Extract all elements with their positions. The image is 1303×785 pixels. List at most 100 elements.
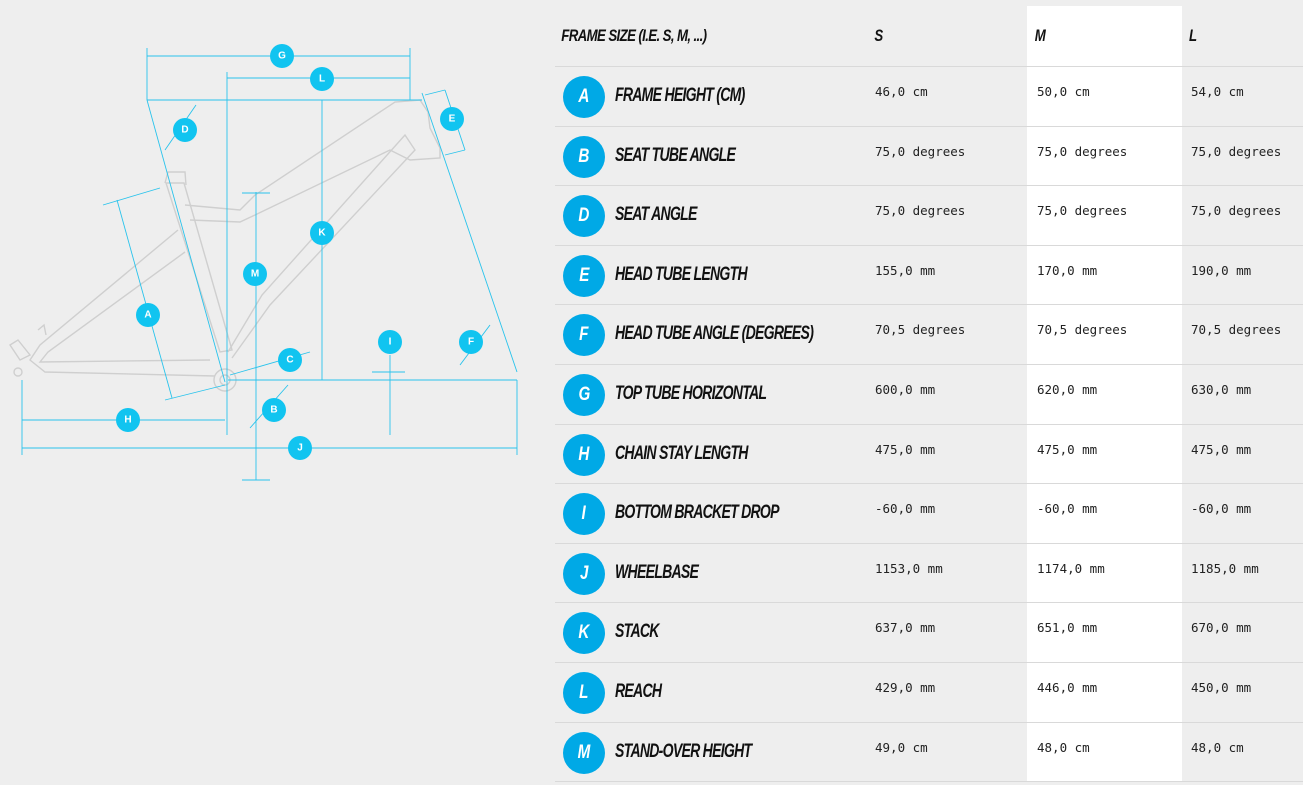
table-row: H CHAIN STAY LENGTH 475,0 mm 475,0 mm 475,0 … xyxy=(555,424,1303,485)
value-size-l: 670,0 mm xyxy=(1182,602,1303,663)
value-size-m: 1174,0 mm xyxy=(1027,543,1182,604)
dimension-badge: L xyxy=(563,671,605,714)
bike-frame-outline xyxy=(9,99,441,392)
value-text: 600,0 mm xyxy=(875,381,936,397)
measurement-label: WHEELBASE xyxy=(615,561,699,583)
marker-e: E xyxy=(440,107,464,131)
row-label-cell: L REACH xyxy=(555,662,872,723)
value-text: 670,0 mm xyxy=(1191,620,1252,636)
svg-text:G: G xyxy=(278,51,286,62)
value-text: 75,0 degrees xyxy=(1191,203,1282,219)
value-text: 70,5 degrees xyxy=(1037,322,1128,338)
value-size-m: 75,0 degrees xyxy=(1027,126,1182,187)
value-size-m: 170,0 mm xyxy=(1027,245,1182,306)
value-text: 75,0 degrees xyxy=(875,203,966,219)
dimension-badge: B xyxy=(563,135,605,178)
value-text: 49,0 cm xyxy=(875,739,928,755)
value-size-l: 450,0 mm xyxy=(1182,662,1303,723)
value-text: 637,0 mm xyxy=(875,620,936,636)
value-text: 475,0 mm xyxy=(875,441,936,457)
dimension-badge: H xyxy=(563,433,605,476)
frame-size-header: FRAME SIZE (I.E. S, M, ...) xyxy=(555,6,872,67)
svg-text:B: B xyxy=(270,405,277,416)
value-size-l: 70,5 degrees xyxy=(1182,304,1303,365)
row-label-cell: K STACK xyxy=(555,602,872,663)
table-row: K STACK 637,0 mm 651,0 mm 670,0 mm xyxy=(555,602,1303,663)
dimension-badge: J xyxy=(563,552,605,595)
value-text: 170,0 mm xyxy=(1037,262,1098,278)
measurement-label: CHAIN STAY LENGTH xyxy=(615,442,748,464)
size-m-header: M xyxy=(1027,6,1182,67)
value-size-s: 70,5 degrees xyxy=(872,304,1027,365)
table-row: I BOTTOM BRACKET DROP -60,0 mm -60,0 mm -60,… xyxy=(555,483,1303,544)
measurement-label: SEAT TUBE ANGLE xyxy=(615,144,736,166)
row-label-cell: D SEAT ANGLE xyxy=(555,185,872,246)
value-size-l: 75,0 degrees xyxy=(1182,185,1303,246)
value-text: 75,0 degrees xyxy=(875,143,966,159)
measurement-label: STACK xyxy=(615,621,659,643)
row-label-cell: I BOTTOM BRACKET DROP xyxy=(555,483,872,544)
value-text: 429,0 mm xyxy=(875,679,936,695)
value-text: 651,0 mm xyxy=(1037,620,1098,636)
value-size-m: 48,0 cm xyxy=(1027,722,1182,783)
value-size-m: 75,0 degrees xyxy=(1027,185,1182,246)
row-label-wrap: E HEAD TUBE LENGTH xyxy=(555,246,872,304)
value-size-s: 155,0 mm xyxy=(872,245,1027,306)
frame-geometry-diagram: G L D E K M A I F C B H J xyxy=(9,44,518,481)
value-size-l: 75,0 degrees xyxy=(1182,126,1303,187)
svg-text:K: K xyxy=(318,228,326,239)
row-label-wrap: D SEAT ANGLE xyxy=(555,186,872,244)
value-text: 48,0 cm xyxy=(1191,739,1244,755)
value-size-s: 600,0 mm xyxy=(872,364,1027,425)
row-label-cell: G TOP TUBE HORIZONTAL xyxy=(555,364,872,425)
value-text: 190,0 mm xyxy=(1191,262,1252,278)
table-row: A FRAME HEIGHT (CM) 46,0 cm 50,0 cm 54,0 cm xyxy=(555,66,1303,127)
value-size-s: 429,0 mm xyxy=(872,662,1027,723)
measurement-label: STAND-OVER HEIGHT xyxy=(615,740,752,762)
row-label-wrap: L REACH xyxy=(555,663,872,721)
size-s-label: S xyxy=(874,26,883,45)
value-size-l: 630,0 mm xyxy=(1182,364,1303,425)
table-row: D SEAT ANGLE 75,0 degrees 75,0 degrees 75,0 … xyxy=(555,185,1303,246)
row-label-wrap: F HEAD TUBE ANGLE (DEGREES) xyxy=(555,305,872,363)
value-text: 450,0 mm xyxy=(1191,679,1252,695)
row-label-cell: B SEAT TUBE ANGLE xyxy=(555,126,872,187)
row-label-wrap: J WHEELBASE xyxy=(555,544,872,602)
table-row: G TOP TUBE HORIZONTAL 600,0 mm 620,0 mm 630,… xyxy=(555,364,1303,425)
value-text: 475,0 mm xyxy=(1191,441,1252,457)
row-label-cell: J WHEELBASE xyxy=(555,543,872,604)
dimension-badge: I xyxy=(563,493,605,536)
value-text: 48,0 cm xyxy=(1037,739,1090,755)
svg-text:H: H xyxy=(124,415,131,426)
table-row: L REACH 429,0 mm 446,0 mm 450,0 mm xyxy=(555,662,1303,723)
dimension-badge: D xyxy=(563,195,605,238)
table-row: B SEAT TUBE ANGLE 75,0 degrees 75,0 degrees… xyxy=(555,126,1303,187)
table-row: E HEAD TUBE LENGTH 155,0 mm 170,0 mm 190,0 m… xyxy=(555,245,1303,306)
row-label-cell: H CHAIN STAY LENGTH xyxy=(555,424,872,485)
value-text: -60,0 mm xyxy=(1191,501,1252,517)
value-text: 50,0 cm xyxy=(1037,84,1090,99)
value-size-s: 49,0 cm xyxy=(872,722,1027,783)
row-label-cell: M STAND-OVER HEIGHT xyxy=(555,722,872,783)
value-text: 70,5 degrees xyxy=(875,322,966,338)
geometry-table: FRAME SIZE (I.E. S, M, ...) S M L A FRAME… xyxy=(555,6,1303,783)
value-size-s: -60,0 mm xyxy=(872,483,1027,544)
size-s-header: S xyxy=(872,6,1027,67)
marker-m: M xyxy=(243,262,267,286)
badge-letter: D xyxy=(578,205,590,227)
value-text: 46,0 cm xyxy=(875,84,928,99)
dimension-badge: E xyxy=(563,254,605,297)
measurement-label: SEAT ANGLE xyxy=(615,204,697,226)
svg-text:J: J xyxy=(297,443,303,454)
measurement-label: REACH xyxy=(615,680,662,702)
value-text: 75,0 degrees xyxy=(1037,143,1128,159)
badge-letter: G xyxy=(578,383,590,405)
value-size-s: 75,0 degrees xyxy=(872,126,1027,187)
value-size-m: 475,0 mm xyxy=(1027,424,1182,485)
badge-letter: H xyxy=(578,443,590,465)
badge-letter: A xyxy=(578,86,590,107)
value-size-m: 620,0 mm xyxy=(1027,364,1182,425)
dimension-badge: A xyxy=(563,76,605,118)
marker-j: J xyxy=(288,436,312,460)
svg-text:L: L xyxy=(319,74,325,85)
